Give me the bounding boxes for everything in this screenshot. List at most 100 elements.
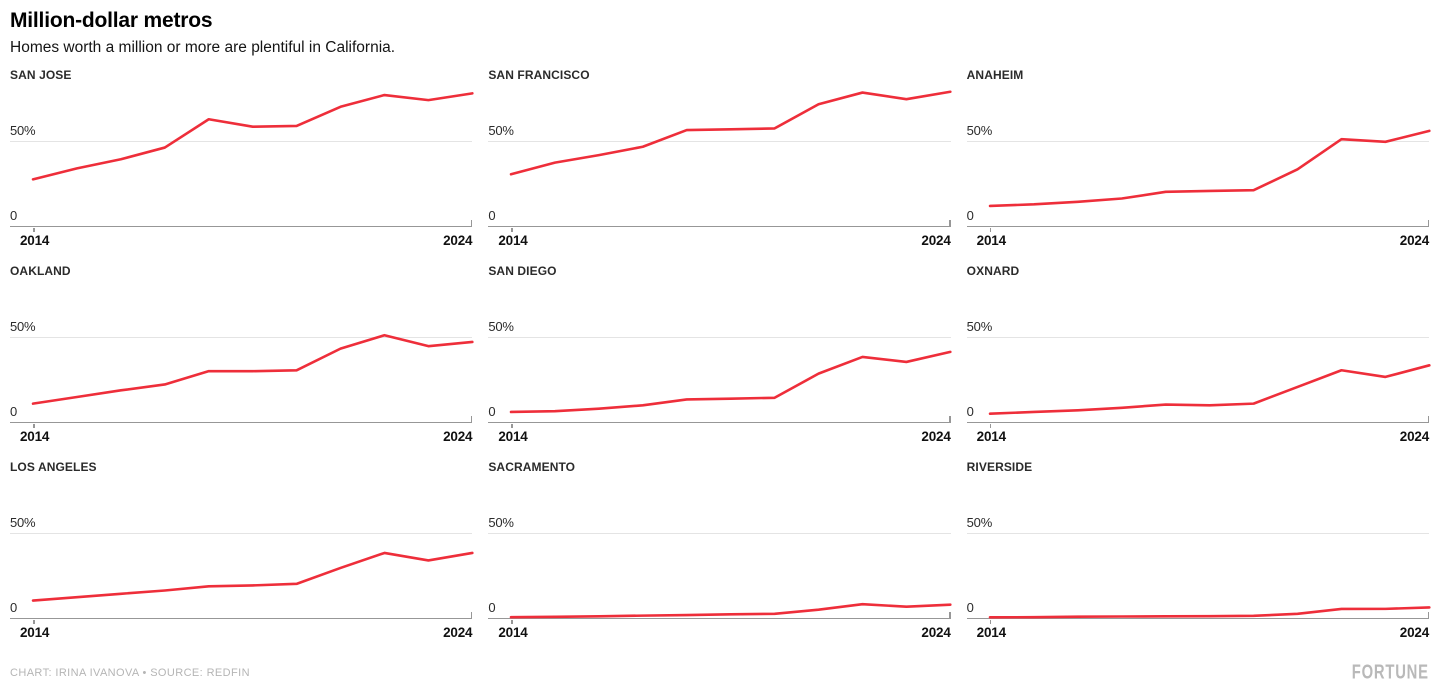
x-axis-label-end: 2024 xyxy=(1399,625,1429,640)
chart-panel-oakland: OAKLAND 50% 0 2014 2024 xyxy=(10,265,472,444)
chart-panel-riverside: RIVERSIDE 50% 0 2014 2024 xyxy=(966,460,1430,640)
plot-area: 50% 0 xyxy=(966,87,1429,232)
x-axis-label-end: 2024 xyxy=(443,625,473,640)
y-axis-label-50: 50% xyxy=(966,515,993,530)
x-axis-tick-2014 xyxy=(33,423,35,428)
y-axis-label-0: 0 xyxy=(966,208,974,223)
y-axis-label-50: 50% xyxy=(488,123,514,138)
fortune-logo: FORTUNE xyxy=(1351,661,1429,684)
y-axis-label-50: 50% xyxy=(488,319,514,334)
fifty-percent-gridline xyxy=(10,533,473,534)
trend-line xyxy=(511,604,950,617)
x-axis-label-start: 2014 xyxy=(498,233,528,248)
x-axis-label-start: 2014 xyxy=(976,429,1006,444)
y-axis-label-0: 0 xyxy=(488,208,496,223)
x-axis-tick-2014 xyxy=(33,619,35,624)
x-axis-tick-2014 xyxy=(511,619,513,624)
trend-line xyxy=(511,92,950,175)
charts-grid: SAN JOSE 50% 0 2014 2024 SAN FRANCISCO 5… xyxy=(10,69,1429,640)
x-axis-label-start: 2014 xyxy=(20,429,50,444)
chart-credit: CHART: IRINA IVANOVA • SOURCE: REDFIN xyxy=(10,667,250,679)
y-axis-label-50: 50% xyxy=(488,515,514,530)
fifty-percent-gridline xyxy=(966,337,1429,338)
x-axis-tick-2024 xyxy=(1427,220,1429,226)
plot-area: 50% 0 xyxy=(966,283,1429,428)
x-axis-label-end: 2024 xyxy=(921,429,951,444)
y-axis-label-0: 0 xyxy=(488,600,496,615)
chart-panel-title: RIVERSIDE xyxy=(966,460,1033,474)
x-axis-label-start: 2014 xyxy=(498,429,528,444)
x-axis-labels: 2014 2024 xyxy=(10,233,473,248)
trend-line xyxy=(511,352,950,412)
line-chart-svg xyxy=(967,283,1429,422)
page-title: Million-dollar metros xyxy=(10,9,213,32)
x-axis-label-start: 2014 xyxy=(498,625,528,640)
fifty-percent-gridline xyxy=(488,533,951,534)
chart-panel-title: ANAHEIM xyxy=(966,68,1024,82)
x-axis-label-end: 2024 xyxy=(1399,233,1429,248)
chart-panel-title: SAN DIEGO xyxy=(488,264,557,278)
trend-line xyxy=(990,365,1429,413)
x-axis-label-end: 2024 xyxy=(443,233,473,248)
x-axis-tick-2024 xyxy=(949,416,951,422)
y-axis-label-50: 50% xyxy=(966,123,993,138)
line-chart-svg xyxy=(488,479,950,618)
chart-panel-anaheim: ANAHEIM 50% 0 2014 2024 xyxy=(966,68,1430,248)
fifty-percent-gridline xyxy=(966,533,1429,534)
fifty-percent-gridline xyxy=(488,337,951,338)
chart-panel-title: LOS ANGELES xyxy=(10,460,97,474)
y-axis-label-0: 0 xyxy=(488,404,496,419)
x-axis-label-start: 2014 xyxy=(976,233,1006,248)
x-axis-labels: 2014 2024 xyxy=(967,429,1430,444)
y-axis-label-0: 0 xyxy=(10,208,18,223)
plot-area: 50% 0 xyxy=(10,283,472,428)
chart-panel-title: SACRAMENTO xyxy=(488,460,576,474)
x-axis-tick-2014 xyxy=(989,619,992,624)
x-axis-tick-2014 xyxy=(511,227,513,232)
chart-panel-san-jose: SAN JOSE 50% 0 2014 2024 xyxy=(10,69,472,248)
chart-panel-san-diego: SAN DIEGO 50% 0 2014 2024 xyxy=(488,265,950,444)
y-axis-label-50: 50% xyxy=(966,319,993,334)
x-axis-tick-2014 xyxy=(989,423,992,428)
x-axis-tick-2014 xyxy=(33,227,35,232)
fifty-percent-gridline xyxy=(10,141,473,142)
line-chart-svg xyxy=(10,479,472,618)
x-axis-label-end: 2024 xyxy=(921,625,951,640)
trend-line xyxy=(990,607,1429,617)
chart-panel-los-angeles: LOS ANGELES 50% 0 2014 2024 xyxy=(10,461,472,640)
plot-area: 50% 0 xyxy=(488,283,951,428)
y-axis-label-50: 50% xyxy=(10,515,36,530)
x-axis-tick-2024 xyxy=(949,220,951,226)
trend-line xyxy=(33,335,472,403)
x-axis-labels: 2014 2024 xyxy=(10,625,473,640)
x-axis-tick-2014 xyxy=(511,423,513,428)
x-axis-labels: 2014 2024 xyxy=(967,233,1430,248)
line-chart-svg xyxy=(10,87,472,226)
x-axis-tick-2014 xyxy=(989,227,992,232)
line-chart-svg xyxy=(488,87,950,226)
plot-area: 50% 0 xyxy=(10,479,473,624)
page-subtitle: Homes worth a million or more are plenti… xyxy=(10,39,396,56)
y-axis-label-0: 0 xyxy=(10,600,18,615)
chart-panel-title: SAN JOSE xyxy=(10,68,72,82)
trend-line xyxy=(990,131,1429,206)
y-axis-label-0: 0 xyxy=(966,404,974,419)
x-axis-label-end: 2024 xyxy=(443,429,473,444)
x-axis-labels: 2014 2024 xyxy=(967,625,1430,640)
x-axis-tick-2024 xyxy=(949,612,951,618)
y-axis-label-0: 0 xyxy=(10,404,18,419)
x-axis-tick-2024 xyxy=(1427,612,1429,618)
plot-area: 50% 0 xyxy=(966,479,1429,624)
chart-panel-oxnard: OXNARD 50% 0 2014 2024 xyxy=(966,265,1430,444)
x-axis-labels: 2014 2024 xyxy=(488,625,951,640)
trend-line xyxy=(33,93,472,179)
x-axis-labels: 2014 2024 xyxy=(488,233,951,248)
plot-area: 50% 0 xyxy=(488,87,951,232)
plot-area: 50% 0 xyxy=(10,87,473,232)
plot-area: 50% 0 xyxy=(488,479,951,624)
x-axis-labels: 2014 2024 xyxy=(10,429,473,444)
footer: CHART: IRINA IVANOVA • SOURCE: REDFIN FO… xyxy=(10,661,1429,684)
trend-line xyxy=(33,553,472,601)
x-axis-tick-2024 xyxy=(470,220,473,226)
x-axis-label-start: 2014 xyxy=(20,233,50,248)
